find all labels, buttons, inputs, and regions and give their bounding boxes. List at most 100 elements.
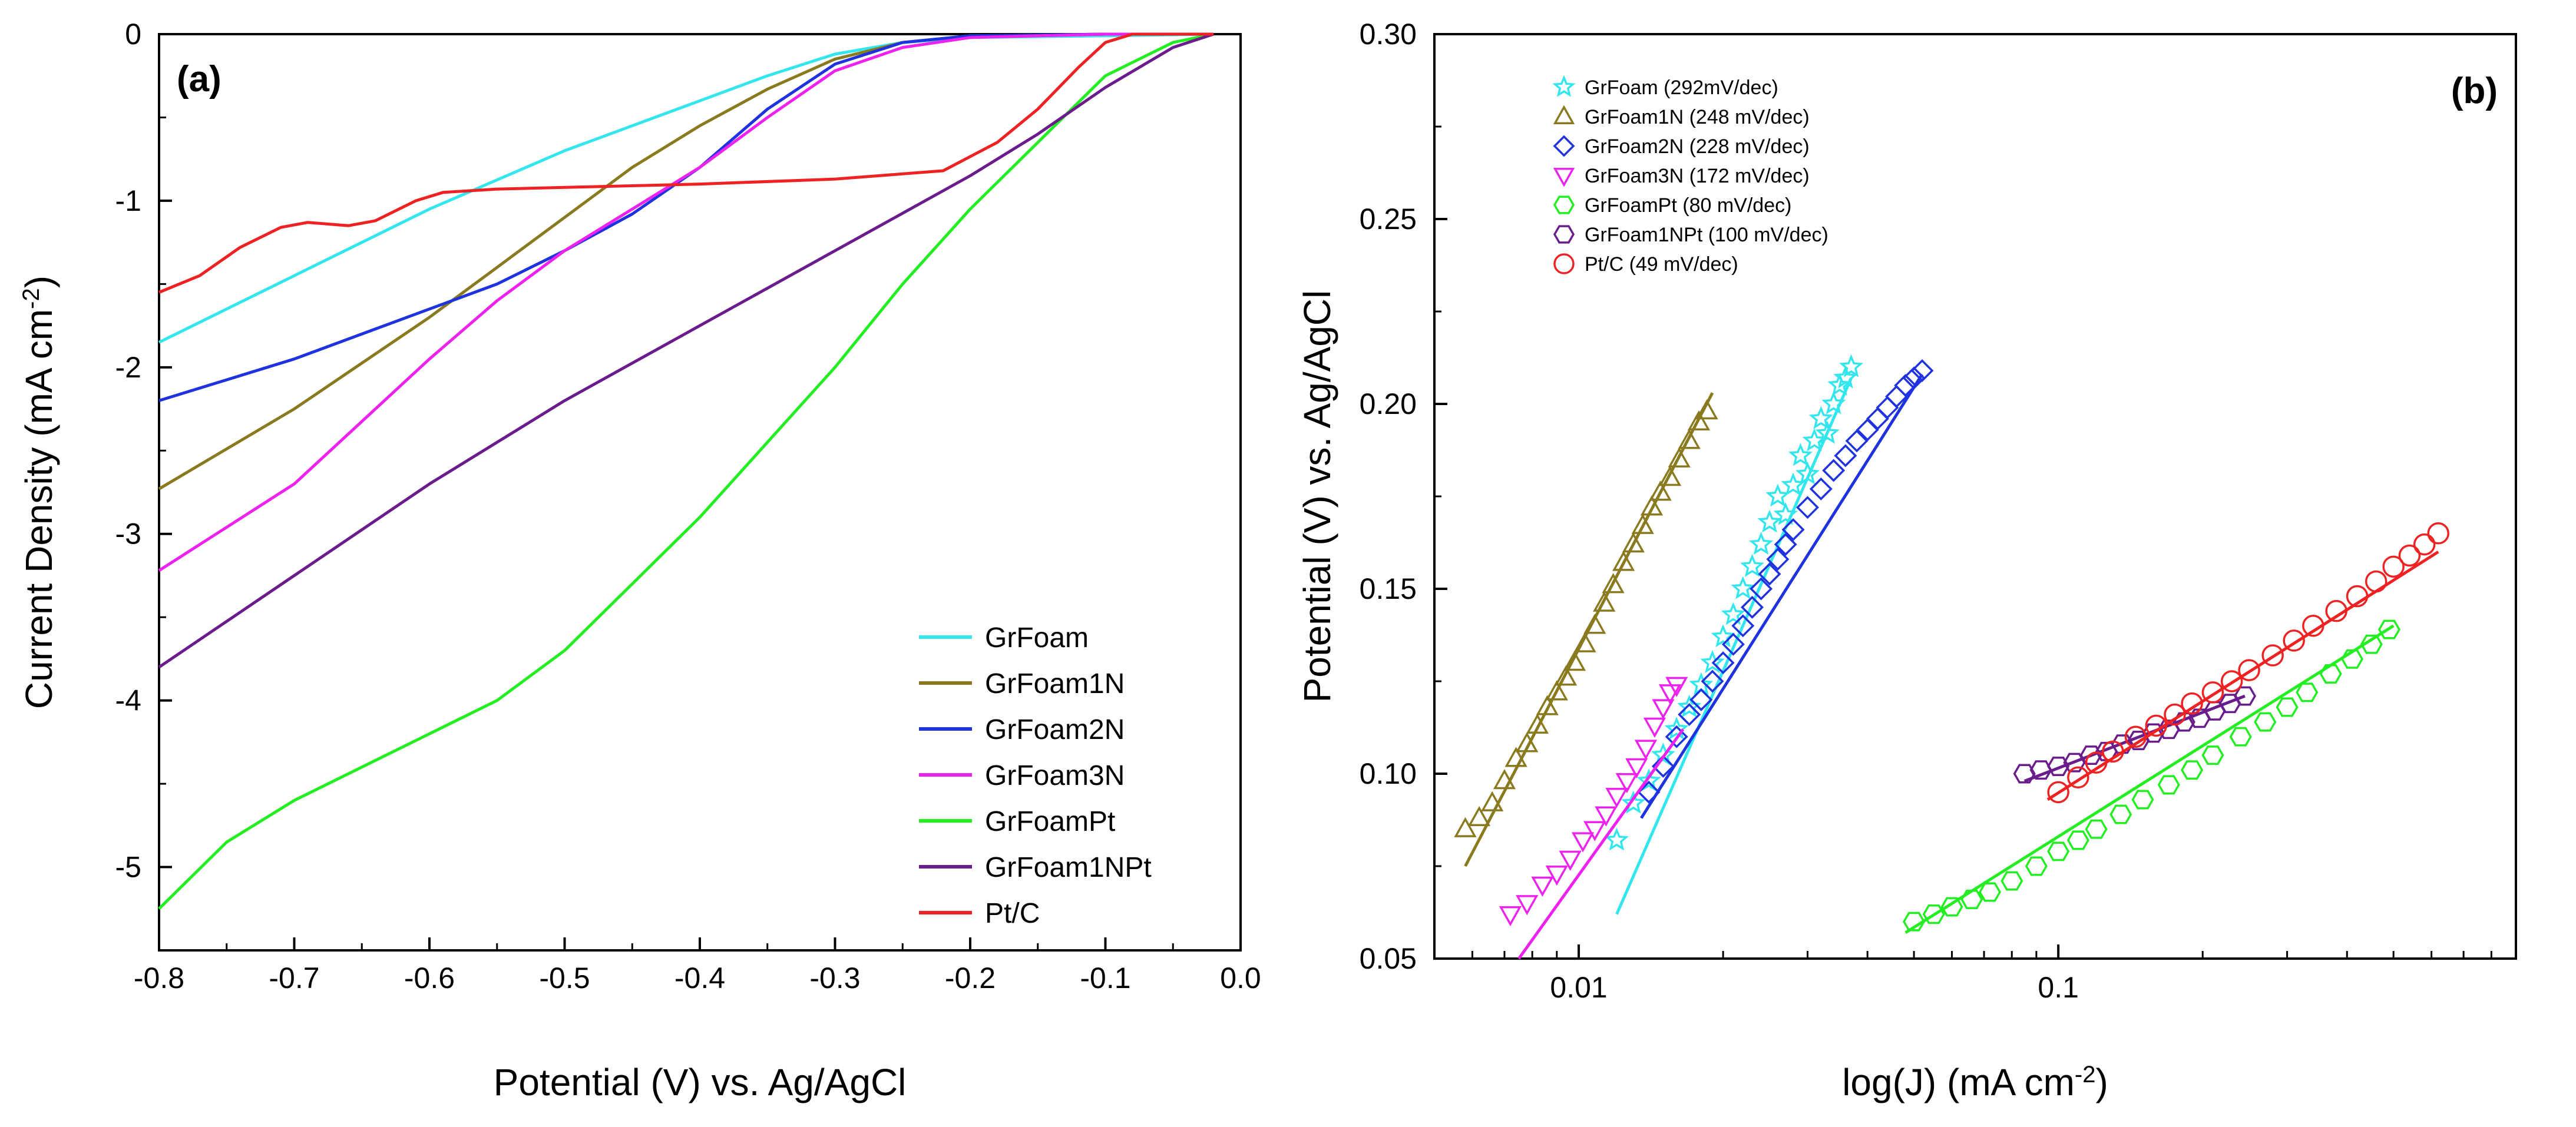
panel-a-series-line-grfoam1npt — [158, 32, 1214, 669]
panel-b-data-point — [1740, 553, 1765, 577]
panel-b-data-point — [2025, 856, 2048, 876]
panel-b-data-point — [1894, 374, 1917, 397]
panel-b-data-point — [2220, 670, 2243, 692]
panel-a-legend-label: GrFoamPt — [985, 806, 1115, 837]
panel-b-y-axis-title: Potential (V) vs. Ag/AgCl — [1296, 290, 1338, 703]
panel-b-data-point — [1583, 821, 1606, 841]
panel-b-ticks: 0.01 0.1 0.05 0.10 0.15 0.20 0.25 0.30 — [1360, 18, 2492, 1004]
panel-b-data-point — [2181, 760, 2204, 780]
panel-b-data-point — [1678, 429, 1701, 449]
panel-b-legend-label: GrFoam3N (172 mV/dec) — [1585, 165, 1810, 187]
panel-b-x-axis-title-close: ) — [2095, 1061, 2108, 1103]
panel-b-data-point — [1839, 354, 1864, 377]
panel-b-data-point — [2398, 544, 2421, 567]
panel-b-fit-line — [1464, 392, 1714, 867]
panel-a-y-axis-title-sup: -2 — [18, 288, 44, 309]
panel-b-data-point — [1774, 533, 1797, 556]
panel-b-series-grfoam3n-172-mv-dec — [1499, 677, 1688, 960]
panel-b-data-point — [1573, 632, 1596, 652]
panel-b-data-point — [1526, 713, 1549, 734]
panel-b-x-axis-title-main: log(J) (mA cm — [1842, 1061, 2075, 1103]
panel-b-data-point — [1649, 480, 1672, 501]
panel-a-legend-label: GrFoam3N — [985, 760, 1125, 791]
panel-b-data-point — [1834, 444, 1857, 468]
panel-b-data-point — [2296, 682, 2319, 702]
panel-b-data-point — [1701, 669, 1724, 693]
panel-a-y-tick-label: -5 — [115, 851, 141, 884]
panel-b-data-point — [1845, 429, 1869, 453]
panel-b-fit-line — [2046, 551, 2439, 801]
panel-b-data-point — [1664, 717, 1689, 740]
panel-b-data-point — [1467, 806, 1491, 827]
panel-b-data-point — [2063, 753, 2086, 773]
panel-a-y-tick-label: -1 — [115, 184, 141, 217]
panel-b-data-point — [1545, 680, 1568, 701]
panel-a-plot-frame — [158, 33, 1242, 952]
panel-b-data-point — [2377, 619, 2401, 639]
panel-b-data-point — [2029, 760, 2052, 780]
panel-b-data-point — [1689, 688, 1713, 711]
panel-b-data-point — [1634, 740, 1658, 760]
panel-b-fit-line — [1615, 377, 1853, 915]
panel-b-data-point — [2382, 555, 2405, 578]
panel-b-data-point — [1595, 806, 1618, 827]
panel-b-data-point — [2142, 723, 2165, 743]
panel-b-data-point — [2283, 629, 2305, 652]
panel-b-legend: GrFoam (292mV/dec) GrFoam1N (248 mV/dec) G… — [1552, 75, 1828, 276]
panel-b-legend-label: GrFoam1NPt (100 mV/dec) — [1585, 224, 1828, 246]
panel-b-legend-label: GrFoamPt (80 mV/dec) — [1585, 194, 1791, 217]
panel-b-data-point — [1781, 518, 1805, 541]
panel-b-data-point — [1741, 595, 1764, 619]
panel-b-data-point — [2229, 727, 2252, 747]
panel-b-data-point — [1750, 577, 1773, 601]
panel-b-data-point — [2047, 781, 2069, 804]
panel-b-legend-label: GrFoam2N (228 mV/dec) — [1585, 135, 1810, 158]
panel-a-y-axis-title: Current Density (mA cm-2) — [18, 276, 60, 709]
panel-b-data-point — [1602, 573, 1625, 594]
panel-b-data-point — [1766, 548, 1790, 571]
panel-b-data-point — [1499, 906, 1522, 927]
panel-a-legend: GrFoam GrFoam1N GrFoam2N GrFoam3N GrFoamPt Gr… — [919, 622, 1152, 929]
panel-a-y-axis-title-main: Current Density (mA cm — [18, 309, 60, 709]
panel-b-data-point — [1765, 483, 1790, 507]
panel-b-data-point — [1593, 591, 1616, 612]
panel-b-data-point — [1721, 602, 1745, 625]
panel-b-data-point — [2276, 697, 2299, 717]
panel-b-data-point — [2109, 804, 2132, 824]
panel-b-legend-marker — [1553, 168, 1575, 187]
panel-b-data-point — [2000, 871, 2023, 891]
panel-b-fit-line — [2023, 694, 2246, 783]
panel-b-data-point — [1640, 495, 1664, 516]
panel-b-data-point — [1454, 817, 1477, 837]
panel-b-data-point — [1615, 773, 1638, 794]
panel-b-data-point — [1960, 890, 1983, 909]
panel-b-data-point — [1555, 665, 1578, 686]
panel-b-label: (b) — [2451, 71, 2498, 111]
panel-b-legend-marker — [1553, 253, 1575, 274]
panel-a-label: (a) — [177, 59, 221, 100]
panel-b-series-grfoam1n-248-mv-dec — [1454, 392, 1718, 867]
panel-a-legend-label: GrFoam1N — [985, 668, 1125, 700]
panel-b-data-point — [2238, 659, 2260, 681]
panel-b-data-point — [1621, 790, 1646, 814]
panel-a-x-tick-label: 0.0 — [1220, 962, 1261, 995]
panel-b-data-point — [1809, 477, 1833, 500]
panel-b-data-point — [1516, 732, 1539, 753]
panel-b-data-point — [2201, 745, 2224, 765]
panel-b-x-tick-label: 0.01 — [1550, 971, 1607, 1004]
panel-b-data-point — [1711, 651, 1735, 675]
panel-a-y-tick-label: 0 — [125, 18, 141, 51]
panel-b-series-grfoam2n-228-mv-dec — [1637, 359, 1934, 819]
panel-b-data-point — [2079, 745, 2102, 765]
panel-b-data-point — [1700, 650, 1725, 674]
panel-b-data-point — [1612, 551, 1635, 571]
panel-b-data-point — [1796, 496, 1819, 519]
panel-a-legend-label: Pt/C — [985, 898, 1040, 929]
panel-b-data-point — [2427, 522, 2449, 545]
panel-a-x-tick-label: -0.2 — [945, 962, 996, 995]
panel-b-data-point — [1536, 695, 1559, 715]
panel-a-legend-label: GrFoam — [985, 622, 1089, 654]
panel-b-data-point — [1643, 717, 1666, 738]
panel-a-series-line-pt-c — [158, 32, 1214, 294]
panel-b-legend-label: GrFoam1N (248 mV/dec) — [1585, 106, 1810, 128]
